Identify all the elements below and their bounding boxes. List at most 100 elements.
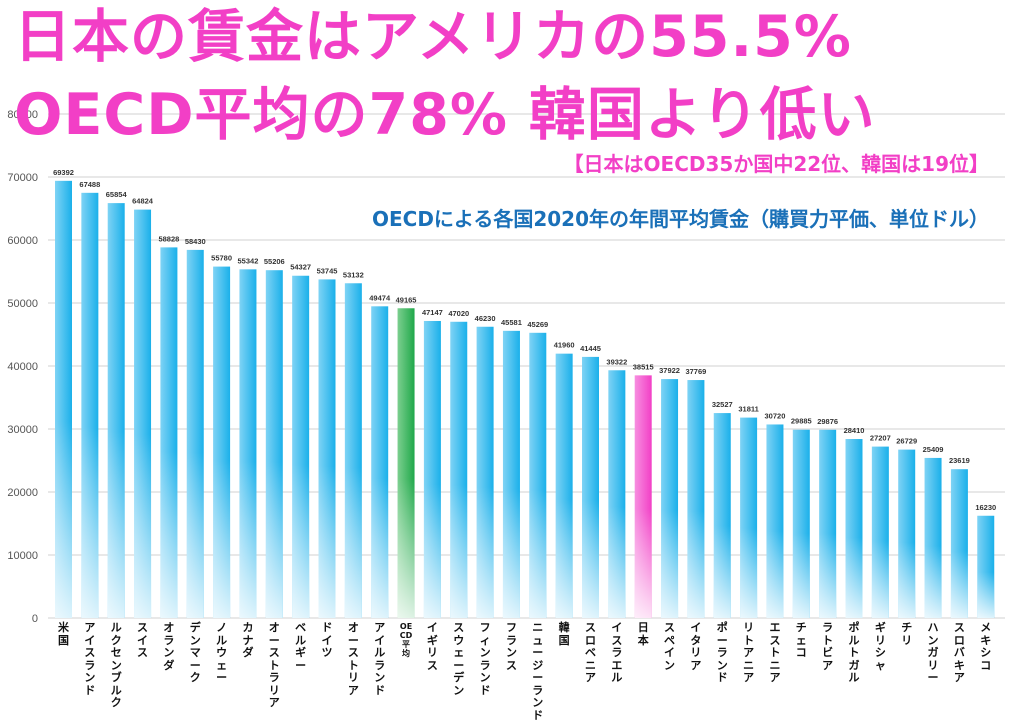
value-label: 55206 bbox=[264, 257, 285, 266]
bar-fade-overlay bbox=[871, 446, 889, 618]
y-tick-label: 50000 bbox=[7, 298, 38, 310]
x-tick-label: リトアニア bbox=[743, 621, 755, 684]
value-label: 67488 bbox=[79, 180, 100, 189]
bar-fade-overlay bbox=[265, 270, 283, 618]
value-label: 41445 bbox=[580, 344, 601, 353]
x-tick-label: スロバキア bbox=[953, 621, 965, 684]
bar-fade-overlay bbox=[950, 469, 968, 618]
value-label: 25409 bbox=[923, 445, 944, 454]
bar-fade-overlay bbox=[713, 413, 731, 618]
x-tick-label: ハンガリー bbox=[927, 621, 939, 684]
x-tick-label: フィンランド bbox=[479, 621, 491, 697]
y-tick-label: 40000 bbox=[7, 361, 38, 373]
bar-fade-overlay bbox=[687, 380, 705, 618]
value-label: 69392 bbox=[53, 168, 74, 177]
y-tick-label: 80000 bbox=[7, 109, 38, 121]
y-tick-label: 30000 bbox=[7, 424, 38, 436]
bar-fade-overlay bbox=[529, 332, 547, 618]
value-label: 27207 bbox=[870, 434, 891, 443]
x-tick-label: ノルウェー bbox=[216, 621, 228, 684]
bar-fade-overlay bbox=[634, 375, 652, 618]
x-tick-label: イギリス bbox=[426, 621, 438, 672]
x-tick-label: メキシコ bbox=[980, 621, 992, 672]
value-label: 49474 bbox=[369, 293, 391, 302]
value-label: 47020 bbox=[448, 309, 469, 318]
bar-fade-overlay bbox=[55, 180, 72, 619]
bar-fade-overlay bbox=[608, 370, 626, 618]
x-tick-label: フランス bbox=[505, 621, 517, 672]
value-label: 31811 bbox=[738, 405, 758, 414]
x-tick-label: ギリシャ bbox=[874, 621, 886, 672]
y-tick-label: 0 bbox=[32, 613, 38, 625]
value-label: 55342 bbox=[238, 256, 259, 265]
x-tick-label: スロベニア bbox=[585, 621, 596, 684]
x-tick-label: エストニア bbox=[769, 621, 781, 684]
x-tick-label: ベルギー bbox=[295, 621, 307, 672]
x-tick-label: ポーランド bbox=[716, 621, 728, 684]
bar-fade-overlay bbox=[845, 439, 863, 618]
bar-fade-overlay bbox=[555, 353, 573, 618]
value-label: 38515 bbox=[633, 362, 654, 371]
value-label: 64824 bbox=[132, 197, 154, 206]
bar-fade-overlay bbox=[344, 283, 362, 618]
value-label: 55780 bbox=[211, 254, 232, 263]
x-tick-label: スウェーデン bbox=[453, 621, 465, 697]
x-tick-label: チェコ bbox=[795, 621, 807, 659]
value-label: 37922 bbox=[659, 366, 680, 375]
bar-fade-overlay bbox=[476, 326, 494, 618]
value-label: 53745 bbox=[317, 266, 338, 275]
bar-fade-overlay bbox=[107, 203, 125, 618]
value-label: 47147 bbox=[422, 308, 443, 317]
bar-fade-overlay bbox=[661, 379, 679, 618]
bar-fade-overlay bbox=[160, 247, 178, 618]
value-label: 65854 bbox=[106, 190, 128, 199]
y-tick-label: 70000 bbox=[7, 172, 38, 184]
value-label: 49165 bbox=[396, 295, 417, 304]
value-label: 26729 bbox=[896, 437, 917, 446]
value-label: 16230 bbox=[975, 503, 996, 512]
x-tick-label: ルクセンブルク bbox=[110, 621, 122, 709]
x-tick-label: ラトビア bbox=[822, 621, 834, 672]
x-tick-label: チリ bbox=[901, 621, 913, 647]
value-label: 28410 bbox=[844, 426, 865, 435]
bar-fade-overlay bbox=[502, 330, 520, 618]
x-tick-label: イスラエル bbox=[611, 621, 623, 684]
x-tick-label: スイス bbox=[137, 621, 149, 659]
bar-fade-overlay bbox=[423, 320, 441, 618]
y-tick-label: 60000 bbox=[7, 235, 38, 247]
value-label: 30720 bbox=[765, 411, 786, 420]
bar-fade-overlay bbox=[371, 306, 389, 618]
bar-fade-overlay bbox=[134, 209, 152, 618]
value-label: 45269 bbox=[527, 320, 548, 329]
y-tick-label: 20000 bbox=[7, 487, 38, 499]
value-label: 29876 bbox=[817, 417, 838, 426]
x-tick-label: スペイン bbox=[664, 621, 676, 672]
headline-line-2: OECD平均の78% 韓国より低い bbox=[14, 82, 876, 148]
bar-fade-overlay bbox=[792, 429, 810, 618]
x-tick-label: カナダ bbox=[242, 621, 254, 659]
bar-fade-overlay bbox=[766, 424, 784, 618]
x-tick-label: デンマーク bbox=[189, 621, 201, 684]
bar-fade-overlay bbox=[239, 269, 257, 618]
ranking-subtitle: 【日本はOECD35か国中22位、韓国は19位】 bbox=[563, 152, 989, 176]
value-label: 58828 bbox=[158, 234, 179, 243]
value-label: 23619 bbox=[949, 456, 970, 465]
bar-fade-overlay bbox=[819, 429, 837, 618]
x-tick-label: イタリア bbox=[690, 621, 702, 672]
chart-title: OECDによる各国2020年の年間平均賃金（購買力平価、単位ドル） bbox=[371, 207, 989, 231]
bar-fade-overlay bbox=[924, 457, 942, 618]
x-tick-label: オーストラリア bbox=[268, 621, 280, 709]
bar-fade-overlay bbox=[318, 279, 336, 618]
headline-line-1: 日本の賃金はアメリカの55.5% bbox=[14, 4, 852, 70]
y-tick-label: 10000 bbox=[7, 550, 38, 562]
value-label: 37769 bbox=[685, 367, 706, 376]
value-label: 58430 bbox=[185, 237, 206, 246]
x-tick-label: オランダ bbox=[163, 621, 175, 672]
x-tick-label: 日本 bbox=[637, 621, 649, 647]
bar-fade-overlay bbox=[450, 321, 468, 618]
bar-fade-overlay bbox=[213, 266, 231, 618]
x-tick-label: ポルトガル bbox=[848, 621, 860, 684]
x-tick-label: ドイツ bbox=[321, 621, 333, 659]
value-label: 32527 bbox=[712, 400, 733, 409]
